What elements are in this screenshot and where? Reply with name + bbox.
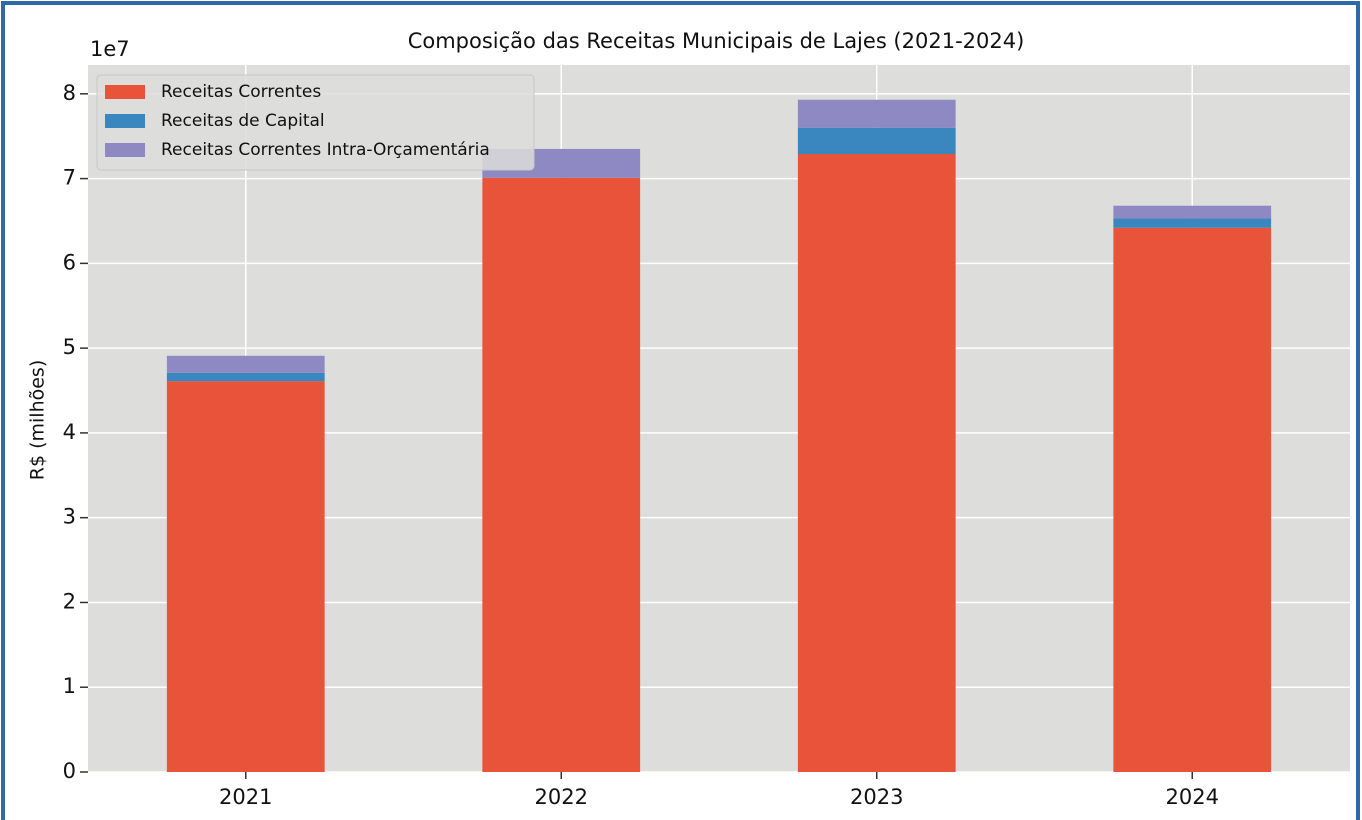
bar-segment xyxy=(166,372,325,382)
y-tick-label: 2 xyxy=(63,589,76,613)
y-tick-label: 4 xyxy=(63,420,76,444)
chart-title: Composição das Receitas Municipais de La… xyxy=(408,29,1025,53)
y-tick-label: 7 xyxy=(63,166,76,190)
x-tick-label: 2023 xyxy=(850,785,903,809)
y-tick-label: 0 xyxy=(63,759,76,783)
legend: Receitas Correntes Receitas de Capital Rec… xyxy=(96,74,535,171)
legend-swatch xyxy=(105,143,145,157)
y-tick-label: 1 xyxy=(63,674,76,698)
legend-label: Receitas de Capital xyxy=(161,111,325,131)
x-tick-label: 2021 xyxy=(219,785,272,809)
bar-segment xyxy=(166,381,325,772)
bar-segment xyxy=(1113,205,1272,219)
y-tick-label: 6 xyxy=(63,250,76,274)
legend-label: Receitas Correntes Intra-Orçamentária xyxy=(161,140,490,160)
x-tick-label: 2022 xyxy=(535,785,588,809)
bar-segment xyxy=(797,99,956,128)
y-tick-label: 5 xyxy=(63,335,76,359)
offset-label: 1e7 xyxy=(90,37,130,61)
legend-swatch xyxy=(105,114,145,128)
bar-segment xyxy=(482,177,641,772)
x-tick-label: 2024 xyxy=(1166,785,1219,809)
y-tick-label: 3 xyxy=(63,505,76,529)
bar-segment xyxy=(797,127,956,155)
bars xyxy=(166,99,1272,773)
y-axis-label: R$ (milhões) xyxy=(27,360,49,480)
bar-segment xyxy=(1113,227,1272,773)
bar-segment xyxy=(1113,218,1272,228)
y-tick-label: 8 xyxy=(63,81,76,105)
bar-segment xyxy=(166,355,325,373)
legend-swatch xyxy=(105,85,145,99)
legend-label: Receitas Correntes xyxy=(161,82,321,102)
legend-box xyxy=(96,74,535,171)
bar-segment xyxy=(797,154,956,772)
